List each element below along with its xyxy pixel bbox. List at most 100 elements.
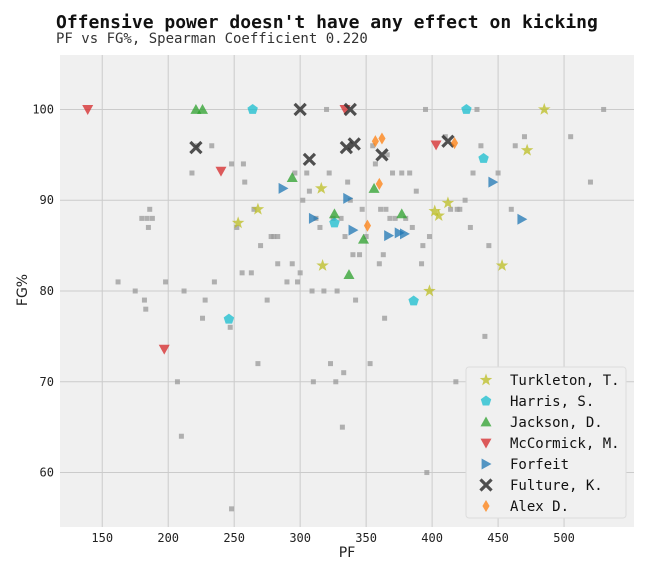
x-tick-label: 450 — [487, 531, 509, 545]
background-point — [380, 252, 386, 258]
background-point — [304, 170, 310, 176]
background-point — [426, 234, 432, 240]
legend-label: McCormick, M. — [510, 436, 620, 452]
point-turkleton-t — [441, 196, 455, 209]
background-point — [292, 170, 298, 176]
point-forfeit — [488, 176, 499, 188]
background-point — [587, 179, 593, 185]
background-point — [470, 170, 476, 176]
point-forfeit — [400, 228, 410, 240]
background-point — [457, 206, 463, 212]
background-point — [357, 252, 363, 258]
point-jackson-d — [286, 172, 298, 182]
background-point — [178, 433, 184, 439]
background-point — [149, 215, 155, 221]
point-turkleton-t — [537, 102, 551, 115]
point-forfeit — [348, 224, 359, 236]
point-forfeit — [394, 227, 405, 239]
background-point — [372, 161, 378, 167]
legend-marker — [481, 458, 492, 470]
background-point — [211, 279, 217, 285]
background-point — [568, 134, 574, 140]
background-point — [242, 179, 248, 185]
background-point — [387, 215, 393, 221]
point-mccormick-m — [158, 344, 170, 355]
x-tick-label: 500 — [553, 531, 575, 545]
background-point — [145, 224, 151, 230]
background-point — [467, 224, 473, 230]
background-point — [347, 197, 353, 203]
background-point — [382, 315, 388, 321]
background-point — [328, 361, 334, 367]
x-tick-label: 200 — [157, 531, 179, 545]
point-alex-d — [371, 135, 379, 148]
chart-subtitle: PF vs FG%, Spearman Coefficient 0.220 — [56, 31, 368, 47]
legend-label: Alex D. — [510, 499, 569, 515]
point-mccormick-m — [430, 140, 442, 151]
chart-title: Offensive power doesn't have any effect … — [56, 12, 598, 33]
background-point — [376, 261, 382, 267]
point-turkleton-t — [316, 258, 329, 271]
point-fulture-k — [293, 102, 307, 117]
legend-box — [465, 366, 627, 519]
point-fulture-k — [347, 137, 361, 151]
background-point — [359, 206, 365, 212]
background-point — [240, 161, 246, 167]
x-tick-label: 400 — [421, 531, 443, 545]
background-point — [462, 197, 468, 203]
background-point — [345, 179, 351, 185]
background-point — [392, 215, 398, 221]
background-point — [163, 279, 169, 285]
background-point — [132, 288, 138, 294]
x-tick-label: 350 — [355, 531, 377, 545]
background-point — [239, 270, 245, 276]
background-point — [147, 206, 153, 212]
background-point — [189, 170, 195, 176]
background-point — [181, 288, 187, 294]
y-tick-label: 80 — [40, 284, 54, 298]
point-jackson-d — [357, 233, 369, 244]
background-point — [419, 261, 425, 267]
background-point — [275, 234, 281, 240]
point-turkleton-t — [432, 209, 445, 221]
legend: Turkleton, T. Harris, S. Jackson, D. McCorm… — [465, 366, 627, 519]
point-alex-d — [363, 219, 372, 232]
legend-marker — [480, 438, 492, 449]
x-axis-label: PF — [339, 545, 356, 561]
background-point — [234, 224, 240, 230]
point-fulture-k — [343, 102, 357, 117]
point-alex-d — [450, 136, 459, 150]
background-point — [474, 106, 480, 112]
background-point — [229, 506, 235, 512]
legend-marker — [479, 478, 493, 492]
background-point — [333, 379, 339, 385]
background-point — [399, 170, 405, 176]
background-point — [478, 143, 484, 149]
background-point — [383, 206, 389, 212]
background-point — [115, 279, 121, 285]
background-point — [378, 206, 384, 212]
point-harris-s — [408, 295, 419, 306]
point-jackson-d — [396, 208, 408, 219]
point-mccormick-m — [215, 166, 227, 177]
background-point — [486, 243, 492, 249]
y-tick-label: 70 — [40, 375, 54, 389]
point-fulture-k — [189, 140, 203, 155]
background-point — [248, 270, 254, 276]
point-turkleton-t — [423, 284, 436, 297]
background-point — [271, 234, 277, 240]
x-tick-label: 150 — [91, 531, 113, 545]
legend-label: Fulture, K. — [510, 478, 603, 494]
background-point — [413, 188, 419, 194]
background-point — [403, 215, 409, 221]
legend-label: Turkleton, T. — [510, 373, 620, 389]
background-point — [482, 333, 488, 339]
background-point — [227, 324, 233, 330]
background-point — [370, 143, 376, 149]
legend-marker — [480, 416, 492, 427]
legend-label: Jackson, D. — [510, 415, 603, 431]
point-turkleton-t — [231, 216, 245, 229]
legend-label: Forfeit — [510, 457, 569, 473]
point-forfeit — [384, 230, 395, 242]
